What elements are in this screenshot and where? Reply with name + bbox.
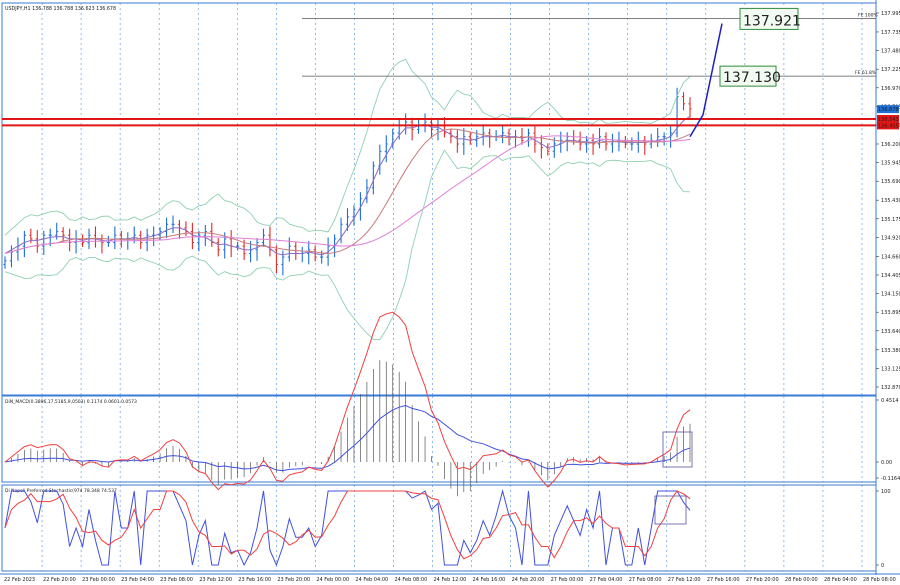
price-tag-text: 136.543 — [878, 117, 899, 123]
y-tick-label: 133.125 — [881, 366, 900, 372]
x-tick-label: 23 Feb 08:00 — [160, 577, 193, 583]
macd-y-tick-label: 0.00 — [881, 460, 892, 466]
y-tick-label: 134.920 — [881, 235, 900, 241]
stoch-y-tick-label: 0 — [881, 563, 884, 569]
x-tick-label: 22 Feb 20:00 — [43, 577, 76, 583]
band-upper-line — [4, 58, 691, 236]
y-tick-label: 133.380 — [881, 348, 900, 354]
pane-frame-2 — [1, 395, 877, 483]
y-tick-label: 134.405 — [881, 273, 900, 279]
y-tick-label: 136.200 — [881, 142, 900, 148]
projection-line — [689, 23, 723, 138]
y-tick-label: 137.995 — [881, 11, 900, 17]
band-lower-line — [4, 149, 691, 341]
y-tick-label: 132.870 — [881, 385, 900, 391]
x-tick-label: 27 Feb 20:00 — [746, 577, 779, 583]
x-tick-label: 28 Feb 04:00 — [824, 577, 857, 583]
macd-line — [4, 311, 691, 491]
y-tick-label: 134.660 — [881, 254, 900, 260]
stoch-y-tick-label: 100 — [881, 489, 891, 495]
x-tick-label: 23 Feb 12:00 — [199, 577, 232, 583]
x-tick-label: 23 Feb 20:00 — [277, 577, 310, 583]
macd-signal-line — [4, 405, 691, 472]
stoch-highlight-box — [654, 495, 687, 525]
x-tick-label: 28 Feb 00:00 — [785, 577, 818, 583]
macd-pane-header: DiN_MACD(0.3896,17,5185,9,0503) 0.1174 0… — [5, 399, 137, 405]
x-tick-label: 27 Feb 00:00 — [551, 577, 584, 583]
x-tick-label: 24 Feb 08:00 — [394, 577, 427, 583]
price-tag-text: 136.678 — [878, 107, 899, 113]
y-tick-label: 137.735 — [881, 30, 900, 36]
price-tag-text: 136.455 — [878, 123, 899, 129]
target1-text: 137.921 — [743, 13, 801, 29]
target2-box — [719, 65, 777, 87]
x-tick-label: 24 Feb 16:00 — [473, 577, 506, 583]
x-tick-label: 24 Feb 00:00 — [316, 577, 349, 583]
y-tick-label: 136.970 — [881, 86, 900, 92]
price-tag-bg — [877, 114, 899, 123]
main-pane-header: USDJPY,H1 136.788 136.788 136.623 136.67… — [5, 6, 116, 12]
x-tick-label: 28 Feb 08:00 — [863, 577, 896, 583]
y-tick-label: 135.945 — [881, 161, 900, 167]
target1-box — [739, 7, 799, 30]
y-tick-label: 135.430 — [881, 198, 900, 204]
x-tick-label: 24 Feb 04:00 — [355, 577, 388, 583]
y-tick-label: 133.895 — [881, 310, 900, 316]
x-tick-label: 23 Feb 00:00 — [82, 577, 115, 583]
y-tick-label: 137.225 — [881, 67, 900, 73]
price-tag-bg — [877, 105, 899, 114]
ma-mid-line — [4, 128, 691, 254]
fe100-label: FE 100% — [858, 12, 878, 18]
y-tick-label: 135.175 — [881, 217, 900, 223]
price-tag-bg — [877, 121, 899, 130]
stoch-d-line — [4, 490, 691, 560]
x-tick-label: 24 Feb 12:00 — [434, 577, 467, 583]
x-tick-label: 27 Feb 08:00 — [629, 577, 662, 583]
y-tick-label: 133.640 — [881, 329, 900, 335]
y-tick-label: 134.150 — [881, 292, 900, 298]
macd-highlight-box — [662, 431, 693, 468]
x-tick-label: 22 Feb 2023 — [4, 577, 35, 583]
ma-slow-line — [4, 135, 691, 254]
stoch-pane-header: Di Napoli Preferred Stochastic(974 78.34… — [5, 488, 117, 494]
pane-frame-3 — [1, 484, 877, 572]
x-tick-label: 23 Feb 04:00 — [121, 577, 154, 583]
x-tick-label: 24 Feb 20:00 — [512, 577, 545, 583]
fe618-label: FE 61.8% — [855, 70, 877, 76]
target2-text: 137.130 — [723, 70, 781, 86]
x-tick-label: 27 Feb 04:00 — [590, 577, 623, 583]
x-tick-label: 27 Feb 16:00 — [707, 577, 740, 583]
y-tick-label: 135.690 — [881, 179, 900, 185]
x-tick-label: 23 Feb 16:00 — [238, 577, 271, 583]
macd-y-tick-label: -0.1164 — [881, 476, 900, 482]
y-tick-label: 137.480 — [881, 49, 900, 55]
x-tick-label: 27 Feb 12:00 — [668, 577, 701, 583]
macd-y-tick-label: 0.4514 — [881, 398, 899, 404]
